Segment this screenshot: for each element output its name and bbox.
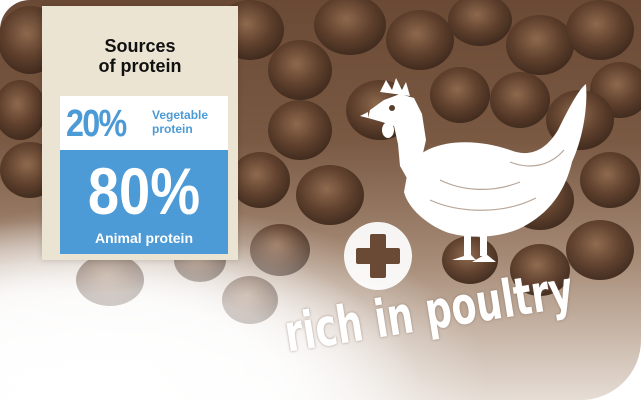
animal-protein-percent: 80% — [87, 154, 201, 228]
vegetable-label-line2: protein — [152, 122, 193, 136]
vegetable-protein-panel: 20% Vegetable protein — [60, 96, 228, 150]
vegetable-protein-label: Vegetable protein — [152, 108, 228, 136]
animal-protein-label: Animal protein — [94, 230, 193, 246]
card-title-line1: Sources — [104, 36, 176, 56]
plus-icon — [344, 222, 412, 290]
chicken-icon — [360, 78, 587, 262]
card-title-line2: of protein — [98, 56, 182, 76]
vegetable-label-line1: Vegetable — [152, 108, 209, 122]
animal-protein-panel: 80% Animal protein — [60, 150, 228, 254]
card-title: Sources of protein — [42, 36, 238, 76]
protein-sources-card: Sources of protein 20% Vegetable protein… — [42, 6, 238, 260]
vegetable-protein-percent: 20% — [66, 103, 127, 145]
